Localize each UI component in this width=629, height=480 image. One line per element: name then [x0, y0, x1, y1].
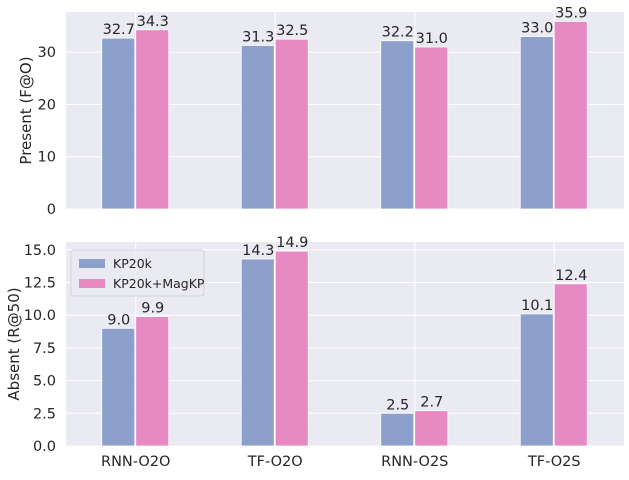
chart-panel-2: 0.0 2.5 5.0 7.5 10.0 12.5 15.0 9.0 14.3 2.5 10.1 9.… [5, 235, 624, 470]
bar-kp20k-magkp-0 [135, 29, 170, 210]
y-tick-label: 10 [38, 150, 56, 166]
y-axis-title: Present (F@O) [17, 56, 35, 164]
y-tick-label: 7.5 [33, 341, 56, 357]
legend-swatch-0 [79, 259, 105, 268]
bar-kp20k-2 [380, 40, 415, 210]
bar-kp20k-0 [101, 37, 136, 210]
data-label: 14.9 [276, 235, 308, 251]
data-label: 9.0 [107, 312, 130, 328]
data-label: 31.0 [416, 31, 448, 47]
legend: KP20k KP20k+MagKP [70, 249, 205, 297]
x-tick-label: RNN-O2S [381, 454, 448, 470]
bar-kp20k-3 [519, 313, 554, 447]
y-tick-label: 20 [38, 97, 56, 113]
bar-kp20k-0 [101, 327, 136, 447]
legend-swatch-1 [79, 279, 105, 288]
bar-kp20k-magkp-3 [553, 21, 588, 210]
bar-kp20k-magkp-1 [274, 250, 309, 447]
legend-label-1: KP20k+MagKP [113, 276, 205, 291]
y-axis-title: Absent (R@50) [5, 287, 23, 400]
bar-kp20k-1 [240, 45, 275, 210]
bar-kp20k-1 [240, 258, 275, 447]
bar-kp20k-magkp-0 [135, 316, 170, 447]
bar-kp20k-magkp-3 [553, 283, 588, 447]
bar-kp20k-magkp-2 [414, 46, 449, 210]
data-label: 32.5 [276, 23, 308, 39]
data-label: 34.3 [137, 14, 169, 30]
data-label: 14.3 [242, 243, 274, 259]
chart-panel-1: 0 10 20 30 32.7 31.3 32.2 33.0 34.3 32.5 31.0 35.9 P… [17, 5, 624, 218]
bar-kp20k-3 [519, 36, 554, 210]
y-tick-label: 30 [38, 45, 56, 61]
data-label: 9.9 [141, 301, 164, 317]
data-label: 31.3 [242, 29, 274, 45]
data-label: 32.7 [103, 22, 135, 38]
y-tick-label: 10.0 [24, 308, 56, 324]
bar-kp20k-2 [380, 412, 415, 447]
bar-kp20k-magkp-2 [414, 410, 449, 447]
y-tick-label: 15.0 [24, 243, 56, 259]
data-label: 10.1 [521, 298, 553, 314]
data-label: 2.5 [386, 397, 409, 413]
y-tick-label: 0 [47, 202, 56, 218]
x-tick-label: RNN-O2O [101, 454, 170, 470]
x-tick-label: TF-O2O [247, 454, 303, 470]
data-label: 12.4 [555, 268, 587, 284]
data-label: 32.2 [382, 25, 414, 41]
x-tick-label: TF-O2S [527, 454, 581, 470]
y-tick-label: 5.0 [33, 374, 56, 390]
y-tick-label: 0.0 [33, 439, 56, 455]
y-tick-label: 12.5 [24, 276, 56, 292]
data-label: 35.9 [555, 5, 587, 21]
y-tick-label: 2.5 [33, 406, 56, 422]
bar-kp20k-magkp-1 [274, 38, 309, 210]
data-label: 33.0 [521, 21, 553, 37]
legend-label-0: KP20k [113, 256, 153, 271]
data-label: 2.7 [420, 395, 443, 411]
